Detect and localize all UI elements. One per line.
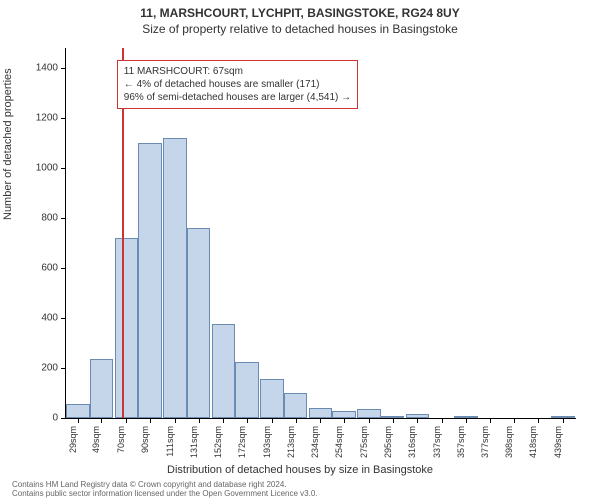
y-tick-label: 1200	[36, 113, 66, 124]
chart-title: 11, MARSHCOURT, LYCHPIT, BASINGSTOKE, RG…	[0, 0, 600, 37]
y-tick-label: 1000	[36, 163, 66, 174]
histogram-bar	[66, 404, 90, 418]
x-tick-label: 29sqm	[62, 426, 78, 453]
x-tick	[344, 418, 345, 423]
x-tick-label: 213sqm	[280, 426, 296, 458]
histogram-bar	[115, 238, 139, 418]
x-tick	[538, 418, 539, 423]
histogram-bar	[406, 414, 430, 418]
x-tick	[466, 418, 467, 423]
x-tick-label: 193sqm	[256, 426, 272, 458]
histogram-bar	[235, 362, 259, 418]
x-tick	[101, 418, 102, 423]
histogram-bar	[90, 359, 114, 418]
histogram-bar	[357, 409, 381, 418]
x-tick	[514, 418, 515, 423]
attribution-line-1: Contains HM Land Registry data © Crown c…	[12, 480, 318, 489]
x-tick-label: 398sqm	[498, 426, 514, 458]
y-tick-label: 400	[41, 313, 66, 324]
x-tick	[417, 418, 418, 423]
x-tick-label: 337sqm	[426, 426, 442, 458]
attribution-line-2: Contains public sector information licen…	[12, 489, 318, 498]
x-tick-label: 234sqm	[304, 426, 320, 458]
x-tick	[320, 418, 321, 423]
y-tick-label: 800	[41, 213, 66, 224]
x-tick	[369, 418, 370, 423]
chart-container: 11, MARSHCOURT, LYCHPIT, BASINGSTOKE, RG…	[0, 0, 600, 500]
x-tick-label: 357sqm	[450, 426, 466, 458]
x-tick-label: 172sqm	[231, 426, 247, 458]
x-tick	[199, 418, 200, 423]
x-tick-label: 275sqm	[353, 426, 369, 458]
x-tick-label: 295sqm	[377, 426, 393, 458]
annotation-line: ← 4% of detached houses are smaller (171…	[124, 78, 351, 91]
histogram-bar	[454, 416, 478, 418]
annotation-line: 96% of semi-detached houses are larger (…	[124, 91, 351, 104]
histogram-bar	[212, 324, 236, 418]
x-tick-label: 152sqm	[207, 426, 223, 458]
x-axis-label: Distribution of detached houses by size …	[0, 464, 600, 476]
x-tick-label: 377sqm	[474, 426, 490, 458]
x-tick-label: 70sqm	[110, 426, 126, 453]
x-tick	[223, 418, 224, 423]
attribution: Contains HM Land Registry data © Crown c…	[12, 480, 318, 498]
title-line-1: 11, MARSHCOURT, LYCHPIT, BASINGSTOKE, RG…	[0, 6, 600, 22]
y-tick-label: 1400	[36, 63, 66, 74]
annotation-box: 11 MARSHCOURT: 67sqm← 4% of detached hou…	[117, 60, 358, 109]
plot-area: 020040060080010001200140029sqm49sqm70sqm…	[65, 48, 576, 419]
x-tick	[150, 418, 151, 423]
x-tick-label: 439sqm	[547, 426, 563, 458]
x-tick-label: 418sqm	[522, 426, 538, 458]
y-tick-label: 0	[52, 413, 66, 424]
x-tick	[563, 418, 564, 423]
x-tick	[442, 418, 443, 423]
histogram-bar	[138, 143, 162, 418]
x-tick-label: 111sqm	[159, 426, 175, 457]
x-tick	[490, 418, 491, 423]
histogram-bar	[551, 416, 575, 418]
histogram-bar	[163, 138, 187, 418]
title-line-2: Size of property relative to detached ho…	[0, 22, 600, 38]
x-tick	[247, 418, 248, 423]
x-tick	[272, 418, 273, 423]
x-tick-label: 49sqm	[85, 426, 101, 453]
histogram-bar	[187, 228, 211, 418]
y-tick-label: 600	[41, 263, 66, 274]
x-tick-label: 90sqm	[134, 426, 150, 453]
x-tick	[393, 418, 394, 423]
y-tick-label: 200	[41, 363, 66, 374]
histogram-bar	[381, 416, 405, 419]
x-tick-label: 254sqm	[328, 426, 344, 458]
histogram-bar	[260, 379, 284, 418]
annotation-line: 11 MARSHCOURT: 67sqm	[124, 65, 351, 78]
x-tick	[126, 418, 127, 423]
histogram-bar	[309, 408, 333, 418]
x-tick-label: 316sqm	[401, 426, 417, 458]
x-tick-label: 131sqm	[183, 426, 199, 458]
y-axis-label: Number of detached properties	[2, 68, 14, 220]
x-tick	[175, 418, 176, 423]
histogram-bar	[332, 411, 356, 419]
x-tick	[296, 418, 297, 423]
x-tick	[78, 418, 79, 423]
histogram-bar	[284, 393, 308, 418]
